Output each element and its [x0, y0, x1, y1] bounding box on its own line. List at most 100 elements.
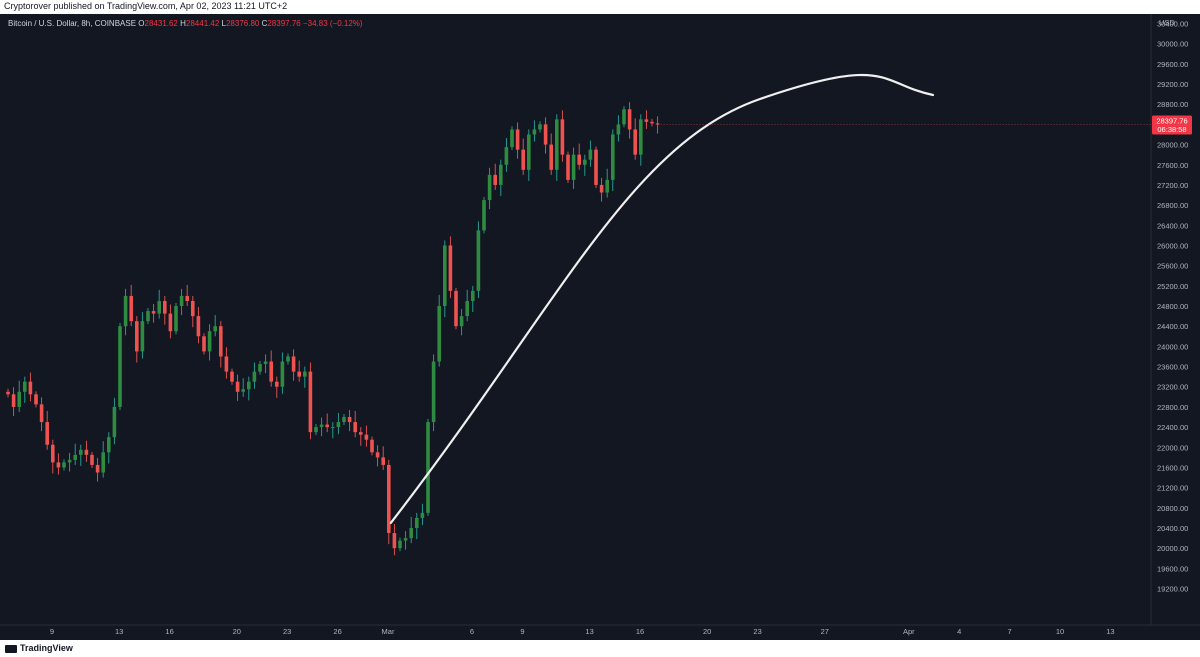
candle-body [538, 124, 542, 130]
candle-body [560, 119, 565, 155]
candle-body [314, 427, 318, 433]
candle-body [588, 149, 593, 160]
y-tick-label: 22400.00 [1157, 423, 1188, 432]
tradingview-logo[interactable]: TradingView [5, 643, 73, 653]
x-tick-label: 4 [957, 627, 961, 636]
candle-body [431, 361, 436, 423]
x-tick-label: 9 [50, 627, 54, 636]
y-tick-label: 24800.00 [1157, 302, 1188, 311]
candle-body [571, 154, 576, 180]
price-tag [1152, 115, 1192, 135]
candle-body [101, 452, 105, 473]
open-value: 28431.62 [144, 19, 178, 28]
candle-body [23, 381, 27, 392]
publisher-text: Cryptorover published on TradingView.com… [4, 1, 288, 11]
candle-body [342, 417, 346, 423]
candle-body [79, 449, 83, 455]
candlestick-chart[interactable]: USD 19200.00 19600.00 20000.00 20400.00 20800… [0, 14, 1200, 640]
y-tick-label: 30400.00 [1157, 20, 1188, 29]
y-tick-label: 24000.00 [1157, 342, 1188, 351]
x-tick-label: 27 [821, 627, 829, 636]
candle-body [499, 164, 503, 185]
change-value: −34.83 (−0.12%) [302, 19, 363, 28]
candle-body [650, 121, 654, 124]
candle-body [235, 381, 240, 392]
x-tick-label: 20 [703, 627, 711, 636]
candle-body [179, 295, 184, 307]
x-tick-label: Apr [903, 627, 915, 636]
candle-body [387, 464, 391, 534]
candle-body [644, 119, 649, 122]
x-tick-label: 23 [283, 627, 291, 636]
candle-body [583, 159, 587, 165]
candle-body [297, 371, 301, 377]
currency-label: USD [1159, 18, 1175, 27]
candle-body [107, 437, 111, 453]
y-tick-label: 24400.00 [1157, 322, 1188, 331]
candle-body [443, 245, 447, 307]
y-tick-label: 20400.00 [1157, 524, 1188, 533]
arc-annotation[interactable] [389, 73, 935, 525]
candle-body [521, 149, 525, 170]
candle-body [437, 306, 441, 362]
y-tick-label: 23600.00 [1157, 363, 1188, 372]
candle-body [403, 538, 408, 541]
candle-body [129, 295, 133, 322]
candle-body [611, 134, 615, 180]
y-tick-label: 29200.00 [1157, 80, 1188, 89]
y-tick-label: 25600.00 [1157, 262, 1188, 271]
candle-body [493, 174, 497, 185]
candle-body [51, 444, 55, 463]
y-tick-label: 19200.00 [1157, 585, 1188, 594]
x-tick-label: 16 [636, 627, 644, 636]
candle-body [549, 144, 553, 170]
candle-body [28, 381, 33, 395]
candle-body [331, 427, 335, 429]
candle-body [482, 200, 486, 231]
price-tag-value: 28397.76 [1156, 117, 1187, 126]
candle-body [605, 179, 609, 193]
y-tick-label: 20800.00 [1157, 504, 1188, 513]
candle-body [459, 316, 464, 327]
candle-body [191, 300, 195, 317]
candle-body [476, 230, 481, 291]
y-tick-label: 22000.00 [1157, 443, 1188, 452]
price-tag-countdown: 06:38:58 [1157, 125, 1186, 134]
candle-body [370, 439, 374, 453]
y-tick-label: 23200.00 [1157, 383, 1188, 392]
close-value: 28397.76 [267, 19, 301, 28]
candle-body [168, 313, 173, 332]
candle-body [224, 356, 229, 372]
candle-body [6, 391, 10, 395]
tradingview-icon [5, 644, 17, 653]
candle-body [185, 295, 189, 301]
candle-body [639, 119, 643, 155]
footer-bar: TradingView [0, 640, 1200, 657]
candle-body [123, 295, 128, 327]
candle-body [34, 394, 38, 405]
candle-body [17, 391, 21, 407]
candle-body [84, 449, 89, 455]
candle-body [241, 389, 245, 392]
y-tick-label: 30000.00 [1157, 40, 1188, 49]
close-label: C [261, 19, 268, 28]
y-tick-label: 27200.00 [1157, 181, 1188, 190]
x-tick-label: 6 [470, 627, 474, 636]
candle-body [213, 326, 217, 332]
y-tick-label: 28800.00 [1157, 100, 1188, 109]
candle-body [207, 331, 212, 352]
y-tick-label: 25200.00 [1157, 282, 1188, 291]
low-value: 28376.80 [225, 19, 260, 28]
price-chart[interactable]: USD 19200.00 19600.00 20000.00 20400.00 20800… [0, 14, 1200, 640]
candle-body [45, 422, 49, 445]
candle-body [118, 326, 122, 407]
y-tick-label: 26400.00 [1157, 221, 1188, 230]
candle-body [280, 361, 285, 387]
candle-body [627, 109, 632, 130]
x-tick-label: 13 [115, 627, 123, 636]
high-value: 28441.42 [185, 19, 220, 28]
candle-body [56, 462, 61, 468]
candle-body [263, 361, 268, 365]
candle-body [577, 154, 581, 165]
candle-body [151, 311, 156, 314]
